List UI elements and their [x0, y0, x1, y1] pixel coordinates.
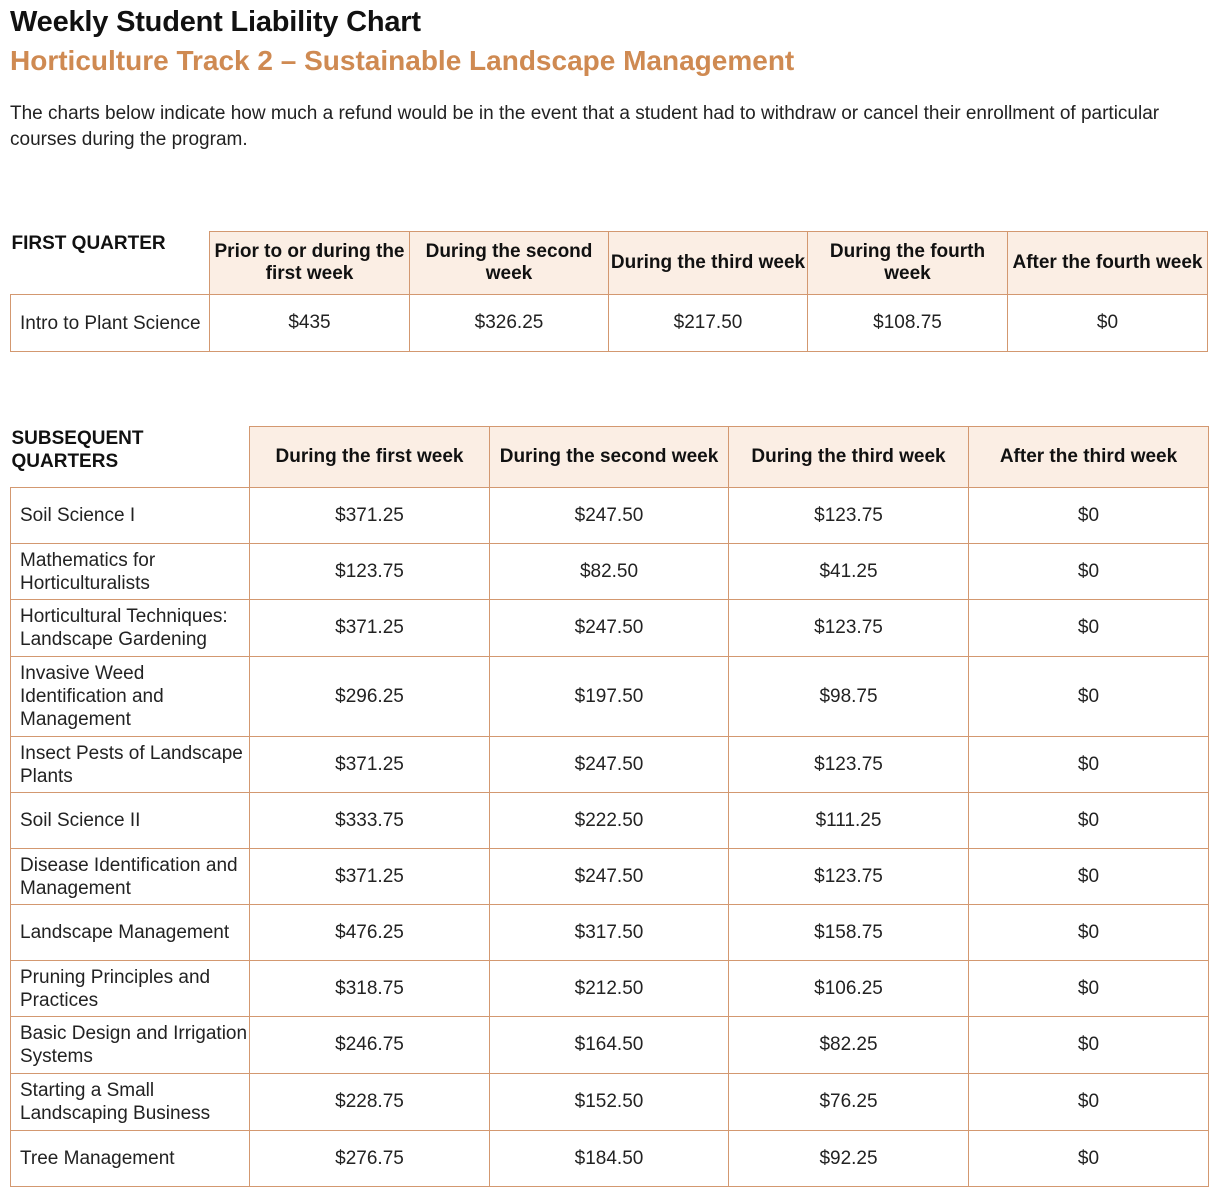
- course-name: Basic Design and Irrigation Systems: [10, 1016, 250, 1074]
- refund-amount: $212.50: [489, 960, 729, 1017]
- column-header: During the fourth week: [807, 231, 1008, 295]
- refund-amount: $318.75: [249, 960, 490, 1017]
- refund-amount: $98.75: [728, 656, 969, 737]
- table-row: Intro to Plant Science $435 $326.25 $217.50…: [10, 294, 1208, 352]
- refund-amount: $276.75: [249, 1130, 490, 1187]
- refund-amount: $247.50: [489, 487, 729, 544]
- subsequent-quarters-table: SUBSEQUENT QUARTERS During the first wee…: [10, 426, 1209, 1187]
- course-name: Soil Science I: [10, 487, 250, 544]
- table-row: Horticultural Techniques: Landscape Gard…: [10, 599, 1209, 657]
- refund-amount: $123.75: [728, 487, 969, 544]
- course-name: Disease Identification and Management: [10, 848, 250, 905]
- refund-amount: $76.25: [728, 1073, 969, 1131]
- refund-amount: $197.50: [489, 656, 729, 737]
- refund-amount: $247.50: [489, 848, 729, 905]
- column-header: During the first week: [249, 426, 490, 488]
- refund-amount: $106.25: [728, 960, 969, 1017]
- refund-amount: $247.50: [489, 599, 729, 657]
- refund-amount: $222.50: [489, 792, 729, 849]
- refund-amount: $326.25: [409, 294, 609, 352]
- column-header: During the third week: [608, 231, 808, 295]
- intro-paragraph: The charts below indicate how much a ref…: [10, 103, 1160, 150]
- course-name: Starting a Small Landscaping Business: [10, 1073, 250, 1131]
- table-row: Soil Science I $371.25 $247.50 $123.75 $0: [10, 487, 1209, 544]
- table-row: Basic Design and Irrigation Systems $246.…: [10, 1016, 1209, 1074]
- refund-amount: $0: [968, 543, 1209, 600]
- table-row: Tree Management $276.75 $184.50 $92.25 $0: [10, 1130, 1209, 1187]
- refund-amount: $246.75: [249, 1016, 490, 1074]
- refund-amount: $92.25: [728, 1130, 969, 1187]
- refund-amount: $371.25: [249, 599, 490, 657]
- column-header: During the second week: [489, 426, 729, 488]
- course-name: Insect Pests of Landscape Plants: [10, 736, 250, 793]
- refund-amount: $0: [968, 599, 1209, 657]
- subsequent-quarters-body: Soil Science I $371.25 $247.50 $123.75 $0 Mat…: [10, 487, 1209, 1187]
- course-name: Tree Management: [10, 1130, 250, 1187]
- table-row: Invasive Weed Identification and Managem…: [10, 656, 1209, 737]
- refund-amount: $317.50: [489, 904, 729, 961]
- table-row: Soil Science II $333.75 $222.50 $111.25 $0: [10, 792, 1209, 849]
- first-quarter-table: FIRST QUARTER Prior to or during the fir…: [10, 231, 1208, 352]
- refund-amount: $0: [968, 1073, 1209, 1131]
- table-row: Starting a Small Landscaping Business $22…: [10, 1073, 1209, 1131]
- refund-amount: $371.25: [249, 848, 490, 905]
- refund-amount: $296.25: [249, 656, 490, 737]
- table-row: Disease Identification and Management $37…: [10, 848, 1209, 905]
- refund-amount: $0: [968, 960, 1209, 1017]
- refund-amount: $108.75: [807, 294, 1008, 352]
- refund-amount: $82.50: [489, 543, 729, 600]
- table-row: Mathematics for Horticulturalists $123.75…: [10, 543, 1209, 600]
- refund-amount: $152.50: [489, 1073, 729, 1131]
- refund-amount: $123.75: [728, 599, 969, 657]
- page-title: Weekly Student Liability Chart: [10, 6, 421, 38]
- page-subtitle: Horticulture Track 2 – Sustainable Lands…: [10, 45, 795, 76]
- subsequent-quarters-label: SUBSEQUENT QUARTERS: [10, 426, 250, 488]
- course-name: Intro to Plant Science: [10, 294, 210, 352]
- refund-amount: $0: [968, 1130, 1209, 1187]
- refund-amount: $41.25: [728, 543, 969, 600]
- column-header: During the third week: [728, 426, 969, 488]
- column-header: After the third week: [968, 426, 1209, 488]
- column-header: During the second week: [409, 231, 609, 295]
- refund-amount: $371.25: [249, 487, 490, 544]
- table-row: Insect Pests of Landscape Plants $371.25 $…: [10, 736, 1209, 793]
- course-name: Landscape Management: [10, 904, 250, 961]
- refund-amount: $123.75: [728, 848, 969, 905]
- course-name: Mathematics for Horticulturalists: [10, 543, 250, 600]
- refund-amount: $0: [968, 792, 1209, 849]
- refund-amount: $123.75: [249, 543, 490, 600]
- refund-amount: $158.75: [728, 904, 969, 961]
- course-name: Pruning Principles and Practices: [10, 960, 250, 1017]
- refund-amount: $371.25: [249, 736, 490, 793]
- table-row: Pruning Principles and Practices $318.75 $…: [10, 960, 1209, 1017]
- refund-amount: $184.50: [489, 1130, 729, 1187]
- refund-amount: $228.75: [249, 1073, 490, 1131]
- column-header: Prior to or during the first week: [209, 231, 410, 295]
- refund-amount: $476.25: [249, 904, 490, 961]
- refund-amount: $0: [968, 656, 1209, 737]
- refund-amount: $247.50: [489, 736, 729, 793]
- refund-amount: $0: [968, 1016, 1209, 1074]
- course-name: Soil Science II: [10, 792, 250, 849]
- refund-amount: $0: [1007, 294, 1208, 352]
- refund-amount: $435: [209, 294, 410, 352]
- refund-amount: $82.25: [728, 1016, 969, 1074]
- refund-amount: $0: [968, 904, 1209, 961]
- course-name: Horticultural Techniques: Landscape Gard…: [10, 599, 250, 657]
- refund-amount: $333.75: [249, 792, 490, 849]
- table-row: Landscape Management $476.25 $317.50 $158.7…: [10, 904, 1209, 961]
- refund-amount: $0: [968, 487, 1209, 544]
- course-name: Invasive Weed Identification and Managem…: [10, 656, 250, 737]
- refund-amount: $123.75: [728, 736, 969, 793]
- refund-amount: $0: [968, 736, 1209, 793]
- refund-amount: $0: [968, 848, 1209, 905]
- refund-amount: $217.50: [608, 294, 808, 352]
- refund-amount: $111.25: [728, 792, 969, 849]
- column-header: After the fourth week: [1007, 231, 1208, 295]
- first-quarter-label: FIRST QUARTER: [10, 231, 210, 295]
- refund-amount: $164.50: [489, 1016, 729, 1074]
- first-quarter-body: Intro to Plant Science $435 $326.25 $217.50…: [10, 294, 1208, 352]
